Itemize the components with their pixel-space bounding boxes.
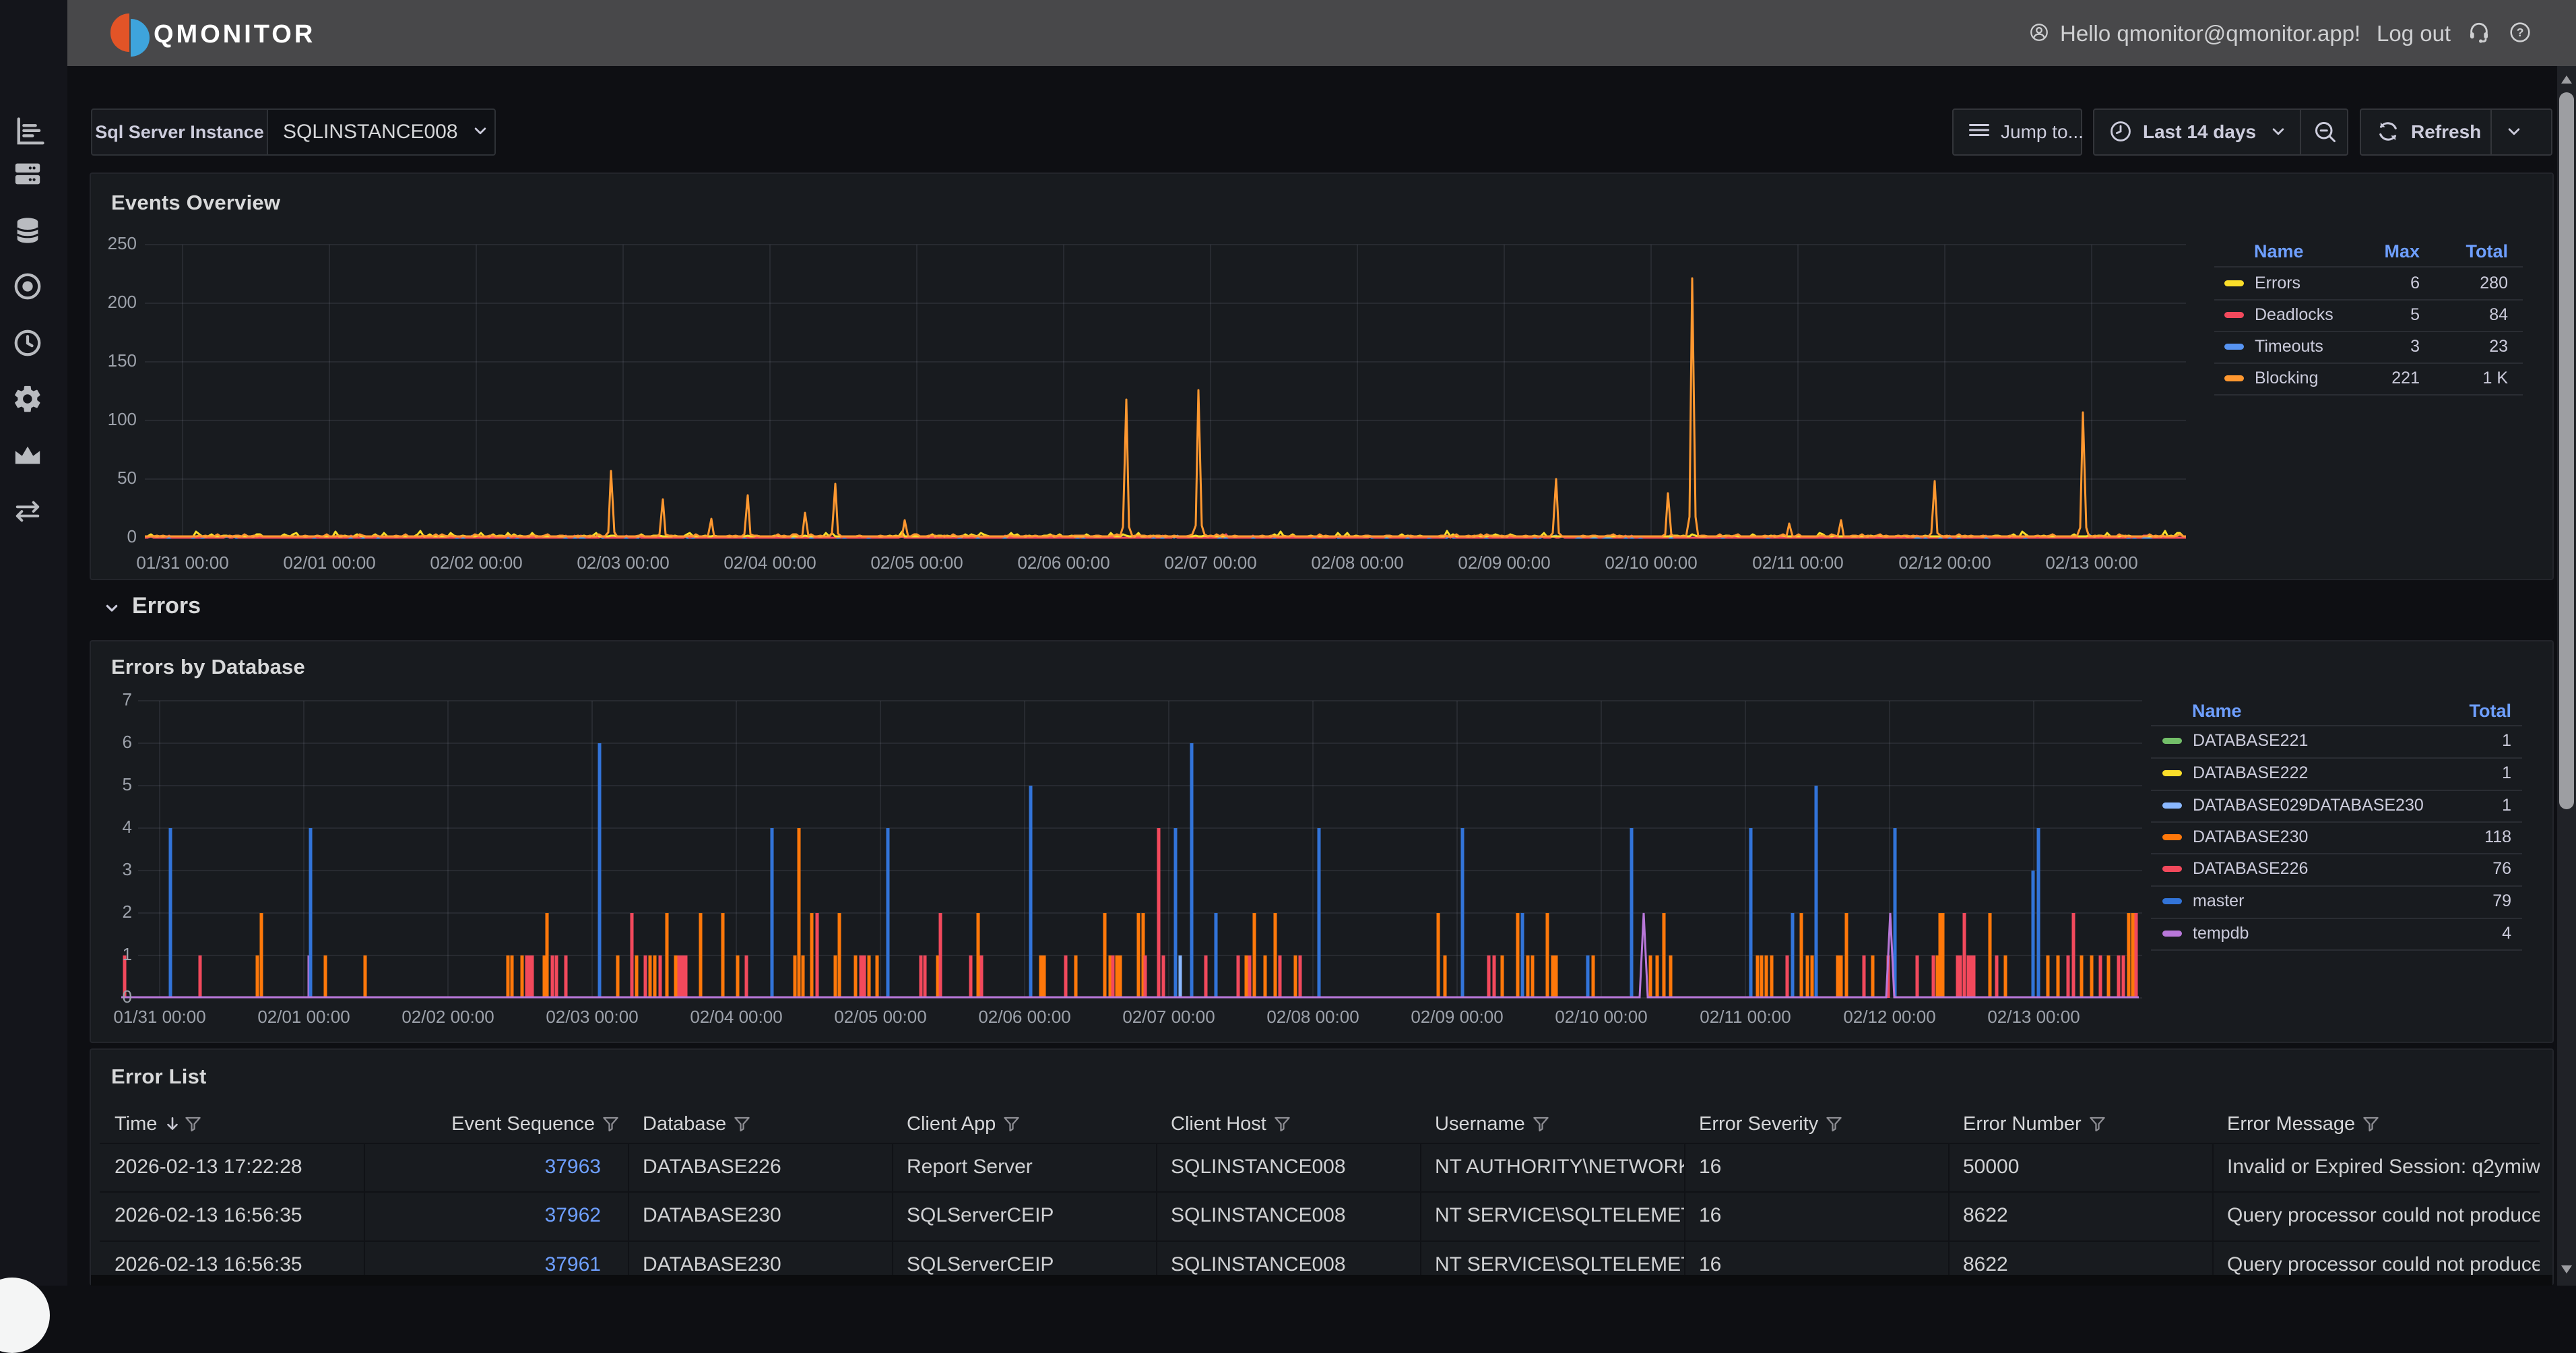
svg-text:?: ? bbox=[2517, 26, 2524, 39]
